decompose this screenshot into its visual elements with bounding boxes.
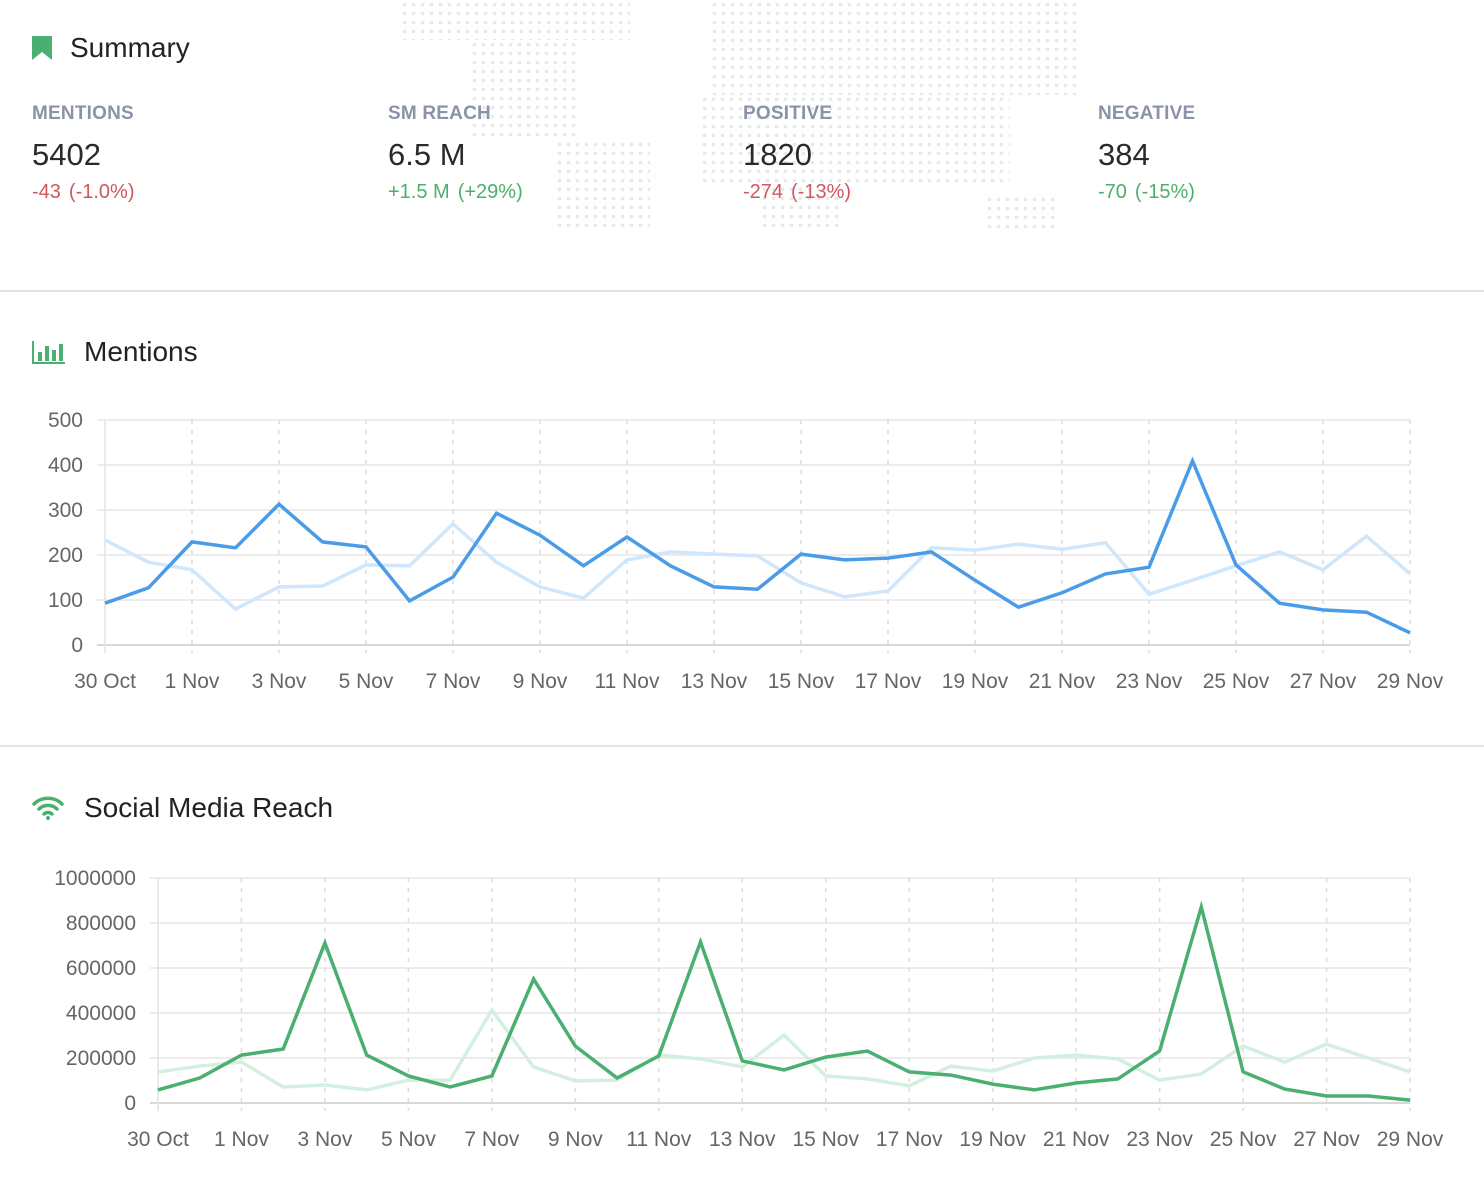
stat-change: -70 (-15%)	[1098, 181, 1195, 204]
y-tick-label: 0	[124, 1092, 136, 1115]
x-tick-label: 19 Nov	[942, 670, 1009, 693]
world-map-background	[470, 40, 580, 140]
world-map-background	[700, 95, 1010, 185]
world-map-background	[710, 0, 1080, 95]
reach-chart: 0 200000 400000 600000 800000 1000000 30 Oct 1 …	[54, 867, 1444, 1151]
series-line-previous	[157, 1006, 1411, 1092]
divider	[0, 745, 1484, 747]
x-tick-label: 11 Nov	[595, 670, 660, 693]
y-tick-label: 200000	[66, 1047, 136, 1070]
x-tick-label: 5 Nov	[381, 1128, 436, 1151]
bookmark-icon	[32, 36, 66, 60]
x-tick-label: 30 Oct	[74, 670, 136, 693]
stat-change-abs: -43	[32, 181, 61, 203]
y-tick-label: 200	[48, 544, 83, 567]
x-tick-label: 19 Nov	[959, 1128, 1026, 1151]
x-tick-label: 1 Nov	[214, 1128, 269, 1151]
stat-change: +1.5 M (+29%)	[388, 181, 523, 204]
x-tick-label: 29 Nov	[1377, 1128, 1444, 1151]
x-tick-label: 17 Nov	[876, 1128, 943, 1151]
x-tick-label: 23 Nov	[1116, 670, 1183, 693]
wifi-icon	[32, 796, 66, 820]
series-line-previous	[104, 521, 1412, 612]
x-tick-label: 17 Nov	[855, 670, 922, 693]
x-tick-label: 7 Nov	[464, 1128, 519, 1151]
stat-value: 5402	[32, 137, 101, 172]
stat-change-abs: -274	[743, 181, 784, 203]
stat-positive: POSITIVE 1820 -274 (-13%)	[743, 103, 851, 204]
x-tick-label: 3 Nov	[252, 670, 307, 693]
y-tick-label: 400000	[66, 1002, 136, 1025]
series-line-current	[157, 900, 1411, 1102]
y-tick-label: 400	[48, 454, 83, 477]
stat-label: MENTIONS	[32, 103, 134, 124]
x-tick-label: 3 Nov	[298, 1128, 353, 1151]
mentions-chart: 0 100 200 300 400 500 30 Oct 1 Nov 3 Nov 5 Nov 7 N…	[48, 409, 1444, 693]
y-tick-label: 300	[48, 499, 83, 522]
stat-label: POSITIVE	[743, 103, 833, 124]
x-tick-label: 29 Nov	[1377, 670, 1444, 693]
stat-change-pct: (+29%)	[457, 181, 523, 203]
stat-label: NEGATIVE	[1098, 103, 1196, 124]
stat-value: 1820	[743, 137, 812, 172]
stat-negative: NEGATIVE 384 -70 (-15%)	[1098, 103, 1195, 204]
divider	[0, 290, 1484, 292]
x-tick-label: 1 Nov	[165, 670, 220, 693]
world-map-background	[400, 0, 630, 40]
stat-label: SM REACH	[388, 103, 491, 124]
mentions-title: Mentions	[84, 336, 198, 367]
x-tick-label: 15 Nov	[768, 670, 835, 693]
x-tick-label: 5 Nov	[339, 670, 394, 693]
reach-header: Social Media Reach	[32, 792, 333, 824]
x-tick-label: 13 Nov	[709, 1128, 776, 1151]
x-tick-label: 23 Nov	[1126, 1128, 1193, 1151]
x-tick-label: 25 Nov	[1210, 1128, 1277, 1151]
x-tick-label: 25 Nov	[1203, 670, 1270, 693]
x-tick-label: 21 Nov	[1029, 670, 1096, 693]
y-tick-label: 800000	[66, 912, 136, 935]
x-tick-label: 21 Nov	[1043, 1128, 1110, 1151]
x-tick-label: 9 Nov	[513, 670, 568, 693]
x-tick-label: 7 Nov	[426, 670, 481, 693]
stat-change: -274 (-13%)	[743, 181, 851, 204]
reach-title: Social Media Reach	[84, 792, 334, 823]
x-tick-label: 30 Oct	[127, 1128, 189, 1151]
y-tick-label: 600000	[66, 957, 136, 980]
stat-change-pct: (-13%)	[791, 181, 852, 203]
summary-title: Summary	[70, 32, 190, 63]
bar-chart-icon	[32, 340, 66, 364]
x-tick-label: 27 Nov	[1293, 1128, 1360, 1151]
x-tick-label: 11 Nov	[626, 1128, 691, 1151]
stat-sm-reach: SM REACH 6.5 M +1.5 M (+29%)	[388, 103, 523, 204]
x-tick-label: 15 Nov	[792, 1128, 859, 1151]
x-tick-label: 27 Nov	[1290, 670, 1357, 693]
y-tick-label: 1000000	[54, 867, 136, 890]
stat-change-pct: (-15%)	[1134, 181, 1195, 203]
summary-header: Summary	[32, 32, 190, 64]
y-tick-label: 500	[48, 409, 83, 432]
x-tick-label: 13 Nov	[681, 670, 748, 693]
world-map-background	[555, 140, 650, 230]
stat-mentions: MENTIONS 5402 -43 (-1.0%)	[32, 103, 134, 204]
stat-value: 384	[1098, 137, 1150, 172]
y-tick-label: 100	[48, 589, 83, 612]
series-line-current	[104, 456, 1411, 635]
mentions-header: Mentions	[32, 336, 198, 368]
stat-value: 6.5 M	[388, 137, 466, 172]
stat-change-abs: +1.5 M	[388, 181, 450, 203]
x-tick-label: 9 Nov	[548, 1128, 603, 1151]
stat-change-abs: -70	[1098, 181, 1127, 203]
stat-change-pct: (-1.0%)	[68, 181, 135, 203]
world-map-background	[760, 185, 840, 230]
stat-change: -43 (-1.0%)	[32, 181, 134, 204]
y-tick-label: 0	[71, 634, 83, 657]
world-map-background	[985, 195, 1055, 230]
